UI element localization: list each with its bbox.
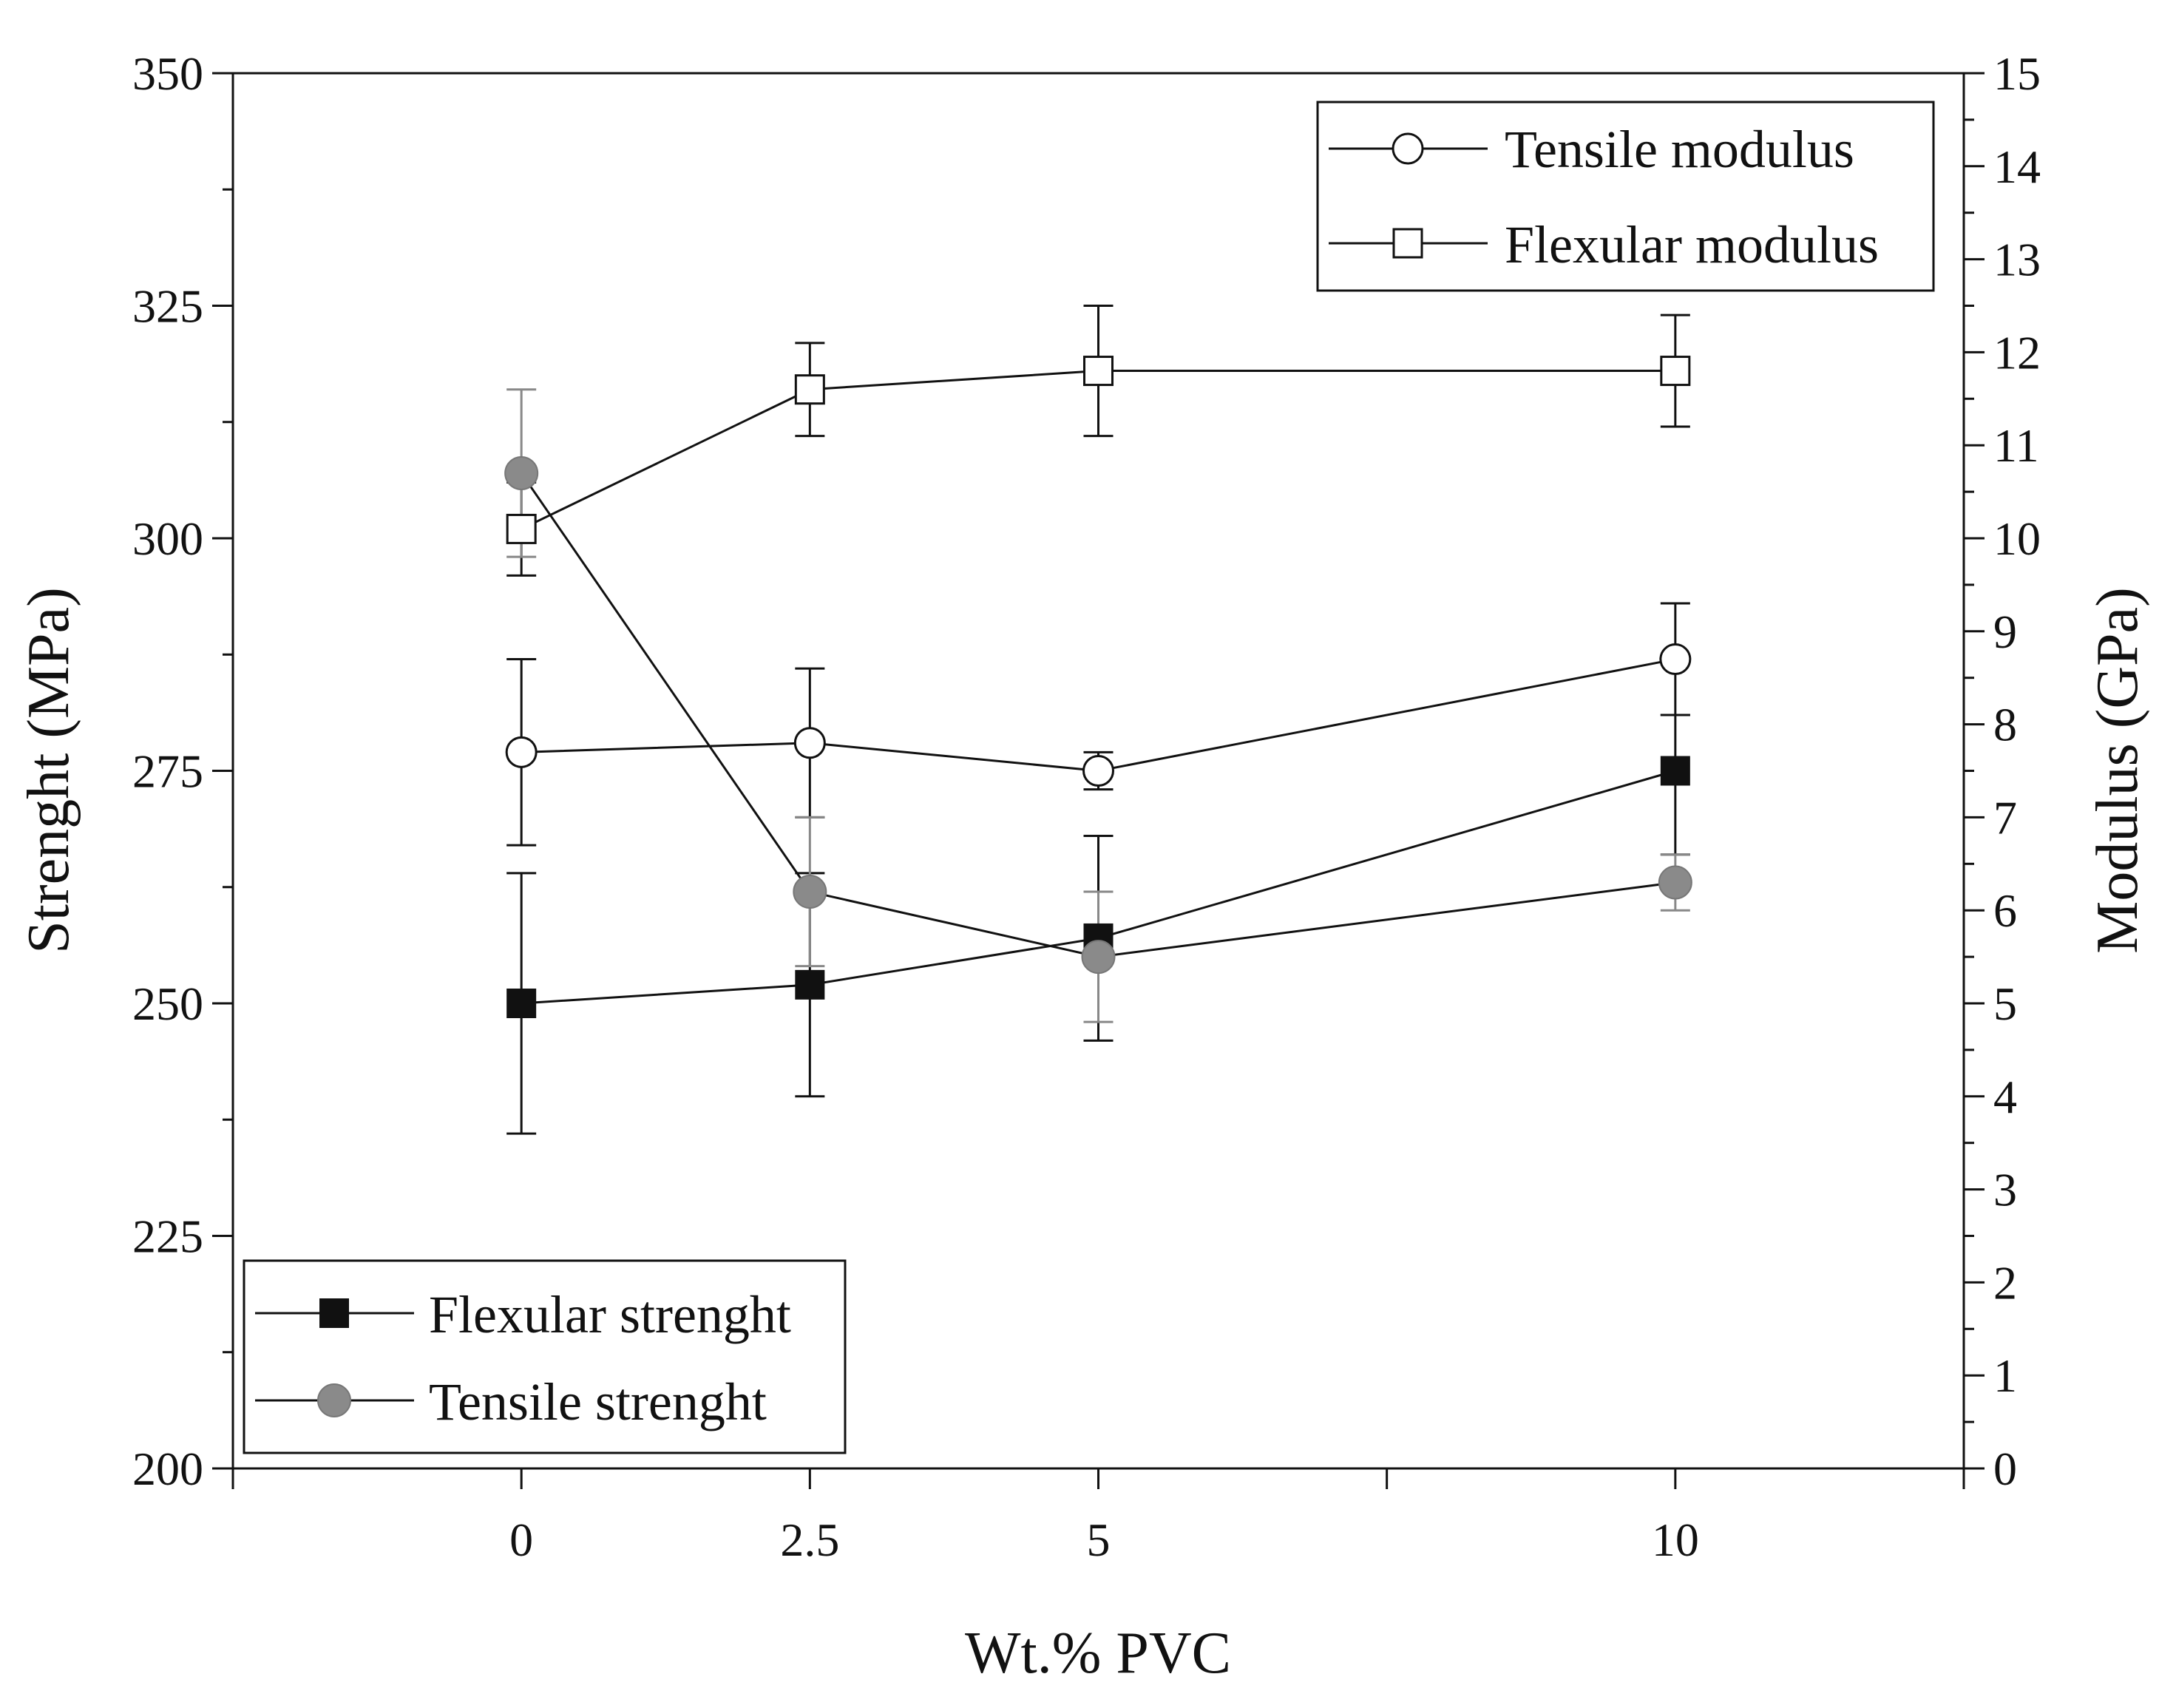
- y-right-tick-label: 6: [1993, 884, 2017, 937]
- tensile-strenght-point: [1658, 865, 1692, 900]
- tensile-strenght-line: [520, 472, 1676, 958]
- y-axis-title-right: Modulus (GPa): [2085, 587, 2150, 954]
- y-left-tick-label: 300: [132, 512, 203, 565]
- x-axis-title: Wt.% PVC: [965, 1621, 1231, 1686]
- legend-moduli: Tensile modulus Flexular modulus: [1316, 101, 1935, 292]
- y-axis-title-left: Strenght (MPa): [16, 587, 81, 954]
- y-left-tick-label: 275: [132, 745, 203, 798]
- y-right-tick-label: 5: [1993, 977, 2017, 1030]
- tensile-modulus-point: [1659, 643, 1692, 676]
- legend-strengths-box: [243, 1259, 847, 1454]
- y-right-tick-label: 10: [1993, 512, 2041, 565]
- tensile-strenght-point: [1081, 940, 1116, 975]
- tensile-strenght-point: [504, 455, 539, 490]
- y-right-tick-label: 11: [1993, 419, 2039, 472]
- tensile-modulus-line: [521, 658, 1676, 773]
- y-left-tick-label: 350: [132, 47, 203, 100]
- legend-tensile-modulus-marker: [1392, 132, 1424, 165]
- legend-flexular-modulus-marker: [1392, 228, 1423, 259]
- y-right-tick-label: 1: [1993, 1349, 2017, 1402]
- x-tick-label: 0: [509, 1514, 533, 1566]
- y-right-tick-label: 12: [1993, 326, 2041, 379]
- y-left-tick-label: 200: [132, 1443, 203, 1495]
- y-right-tick-label: 15: [1993, 47, 2041, 100]
- flexular-modulus-point: [1083, 356, 1114, 387]
- legend-moduli-box: [1316, 101, 1935, 292]
- legend-tensile-strenght-label: Tensile strenght: [429, 1372, 767, 1431]
- tensile-modulus-point: [505, 736, 538, 768]
- y-left-tick-label: 225: [132, 1210, 203, 1263]
- legend-flexular-strenght-marker: [319, 1298, 349, 1328]
- y-right-tick-label: 14: [1993, 140, 2041, 193]
- legend-flexular-strenght-label: Flexular strenght: [429, 1285, 791, 1344]
- y-right-tick-label: 4: [1993, 1071, 2017, 1123]
- flexular-modulus-point: [794, 374, 825, 405]
- legend-flexular-modulus-label: Flexular modulus: [1505, 215, 1879, 274]
- flexular-modulus-point: [506, 513, 537, 544]
- legend-tensile-modulus-label: Tensile modulus: [1505, 120, 1854, 179]
- x-tick-label: 5: [1087, 1514, 1111, 1566]
- x-tick-label: 10: [1652, 1514, 1699, 1566]
- y-left-tick-label: 250: [132, 977, 203, 1030]
- y-right-tick-label: 2: [1993, 1256, 2017, 1309]
- y-right-tick-label: 13: [1993, 234, 2041, 286]
- flexular-strenght-point: [506, 989, 537, 1018]
- y-left-tick-label: 325: [132, 280, 203, 333]
- x-tick-label: 2.5: [780, 1514, 839, 1566]
- y-right-tick-label: 8: [1993, 699, 2017, 751]
- y-right-tick-label: 0: [1993, 1443, 2017, 1495]
- tensile-strenght-point: [793, 875, 827, 909]
- flexular-modulus-point: [1660, 356, 1691, 387]
- y-right-tick-label: 3: [1993, 1164, 2017, 1216]
- flexular-strenght-point: [795, 969, 825, 1000]
- flexular-strenght-line: [521, 770, 1676, 1005]
- tensile-modulus-point: [1082, 755, 1114, 787]
- y-right-tick-label: 7: [1993, 791, 2017, 844]
- legend-tensile-strenght-marker: [317, 1383, 351, 1417]
- y-right-tick-label: 9: [1993, 606, 2017, 658]
- flexular-modulus-line: [521, 370, 1675, 530]
- flexular-strenght-point: [1660, 756, 1690, 786]
- legend-strengths: Flexular strenght Tensile strenght: [243, 1259, 847, 1454]
- tensile-modulus-point: [793, 727, 826, 759]
